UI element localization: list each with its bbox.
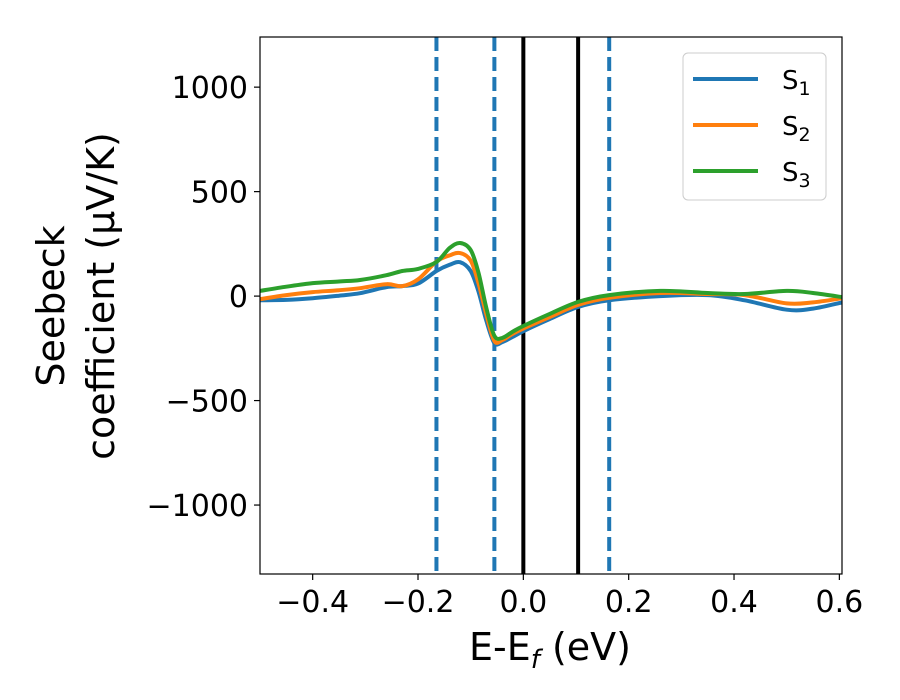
series-lines: [260, 240, 842, 347]
x-tick-label: 0.0: [499, 585, 547, 620]
y-axis-ticks: 1000 500 0 −500 −1000: [147, 71, 260, 524]
y-tick-label: 1000: [172, 71, 248, 106]
x-axis-label: E-Ef (eV): [469, 625, 631, 675]
x-tick-label: 0.6: [816, 585, 864, 620]
y-tick-label: 500: [191, 176, 248, 211]
y-axis-label-line1: Seebeck: [29, 225, 73, 386]
vertical-lines: [434, 37, 612, 574]
axes-frame: [259, 36, 843, 575]
x-tick-label: 0.4: [710, 585, 758, 620]
legend-label-s1: S1: [782, 66, 811, 100]
x-tick-label: 0.2: [605, 585, 653, 620]
series-line-s1: [260, 259, 842, 347]
x-axis-label-main: E-E: [469, 625, 531, 669]
x-axis-label-unit: (eV): [540, 625, 631, 669]
y-tick-label: −1000: [147, 489, 248, 524]
y-tick-label: −500: [166, 385, 248, 420]
x-tick-label: −0.4: [276, 585, 349, 620]
x-axis-ticks: −0.4 −0.2 0.0 0.2 0.4 0.6: [276, 574, 863, 620]
y-axis-label-line2: coefficient (μV/K): [79, 132, 123, 460]
series-line-s3: [260, 240, 842, 341]
y-tick-label: 0: [229, 280, 248, 315]
legend: S1 S2 S3: [682, 52, 827, 201]
x-tick-label: −0.2: [382, 585, 455, 620]
series-line-s2: [260, 250, 842, 345]
legend-label-s3: S3: [782, 158, 811, 192]
legend-label-s2: S2: [782, 112, 811, 146]
